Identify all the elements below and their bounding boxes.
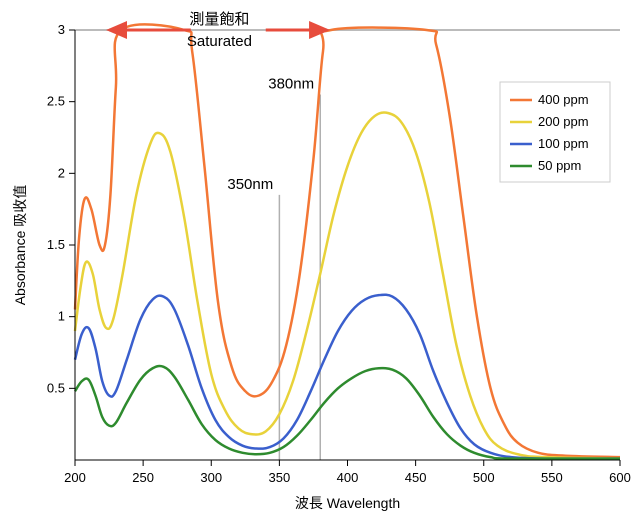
- wavelength-marker-label: 350nm: [227, 176, 273, 193]
- legend-label: 100 ppm: [538, 136, 589, 151]
- y-axis-label: Absorbance 吸收值: [12, 185, 28, 306]
- legend-label: 200 ppm: [538, 114, 589, 129]
- chart-svg: 350nm 380nm 200 250 300 350 400 450 500 550 600 0.5…: [0, 0, 640, 528]
- x-tick-label: 600: [609, 470, 631, 485]
- y-tick-label: 2: [58, 165, 65, 180]
- legend-label: 50 ppm: [538, 158, 581, 173]
- x-axis-label: 波長 Wavelength: [295, 495, 400, 511]
- y-tick-label: 1: [58, 309, 65, 324]
- series-50-ppm: [75, 366, 620, 459]
- y-tick-label: 3: [58, 22, 65, 37]
- x-tick-label: 200: [64, 470, 86, 485]
- saturation-label-en: Saturated: [187, 33, 252, 50]
- x-tick-label: 450: [405, 470, 427, 485]
- x-tick-label: 400: [337, 470, 359, 485]
- saturation-label-cn: 測量飽和: [189, 11, 249, 28]
- y-tick-label: 2.5: [47, 94, 65, 109]
- x-tick-label: 500: [473, 470, 495, 485]
- x-tick-label: 300: [200, 470, 222, 485]
- legend-label: 400 ppm: [538, 92, 589, 107]
- x-tick-label: 550: [541, 470, 563, 485]
- absorbance-chart: 350nm 380nm 200 250 300 350 400 450 500 550 600 0.5…: [0, 0, 640, 528]
- x-tick-label: 250: [132, 470, 154, 485]
- series-100-ppm: [75, 295, 620, 459]
- y-tick-label: 0.5: [47, 380, 65, 395]
- x-tick-label: 350: [269, 470, 291, 485]
- wavelength-marker-label: 380nm: [268, 76, 314, 93]
- y-tick-label: 1.5: [47, 237, 65, 252]
